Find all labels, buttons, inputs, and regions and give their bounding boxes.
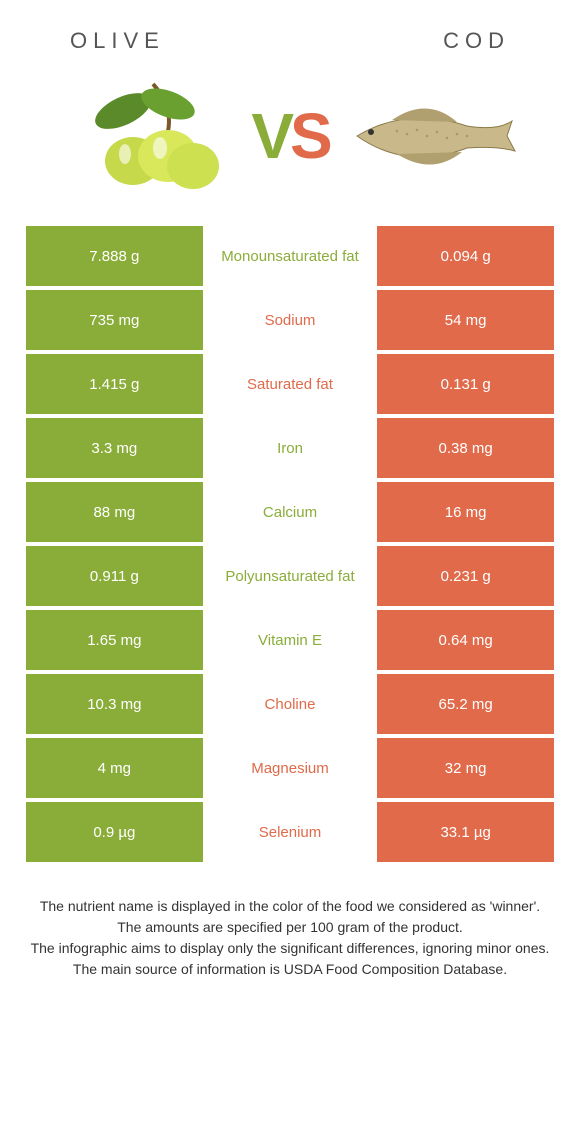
nutrient-name: Iron	[203, 418, 378, 478]
footnotes: The nutrient name is displayed in the co…	[0, 866, 580, 980]
cod-value: 0.131 g	[377, 354, 554, 414]
vs-s: S	[290, 100, 329, 172]
nutrient-name: Magnesium	[203, 738, 378, 798]
nutrient-name: Selenium	[203, 802, 378, 862]
olive-value: 88 mg	[26, 482, 203, 542]
cod-value: 0.231 g	[377, 546, 554, 606]
table-row: 3.3 mgIron0.38 mg	[26, 418, 554, 478]
table-row: 0.9 µgSelenium33.1 µg	[26, 802, 554, 862]
olive-value: 0.911 g	[26, 546, 203, 606]
cod-value: 32 mg	[377, 738, 554, 798]
nutrient-name: Vitamin E	[203, 610, 378, 670]
table-row: 1.415 gSaturated fat0.131 g	[26, 354, 554, 414]
hero-row: VS	[0, 64, 580, 226]
olive-value: 735 mg	[26, 290, 203, 350]
cod-value: 0.094 g	[377, 226, 554, 286]
footnote-line: The amounts are specified per 100 gram o…	[26, 917, 554, 938]
cod-value: 33.1 µg	[377, 802, 554, 862]
nutrient-name: Calcium	[203, 482, 378, 542]
olive-value: 10.3 mg	[26, 674, 203, 734]
olive-illustration	[63, 76, 233, 196]
cod-illustration	[347, 76, 517, 196]
olive-value: 4 mg	[26, 738, 203, 798]
title-left: OLIVE	[70, 28, 165, 54]
table-row: 4 mgMagnesium32 mg	[26, 738, 554, 798]
table-row: 7.888 gMonounsaturated fat0.094 g	[26, 226, 554, 286]
nutrient-name: Saturated fat	[203, 354, 378, 414]
olive-value: 7.888 g	[26, 226, 203, 286]
footnote-line: The main source of information is USDA F…	[26, 959, 554, 980]
table-row: 0.911 gPolyunsaturated fat0.231 g	[26, 546, 554, 606]
table-row: 735 mgSodium54 mg	[26, 290, 554, 350]
olive-value: 3.3 mg	[26, 418, 203, 478]
cod-value: 65.2 mg	[377, 674, 554, 734]
nutrient-name: Sodium	[203, 290, 378, 350]
olive-value: 0.9 µg	[26, 802, 203, 862]
nutrient-name: Choline	[203, 674, 378, 734]
cod-value: 54 mg	[377, 290, 554, 350]
nutrient-name: Monounsaturated fat	[203, 226, 378, 286]
nutrient-name: Polyunsaturated fat	[203, 546, 378, 606]
vs-v: V	[251, 100, 290, 172]
title-right: COD	[443, 28, 510, 54]
footnote-line: The nutrient name is displayed in the co…	[26, 896, 554, 917]
cod-value: 0.64 mg	[377, 610, 554, 670]
nutrient-table: 7.888 gMonounsaturated fat0.094 g735 mgS…	[0, 226, 580, 862]
table-row: 1.65 mgVitamin E0.64 mg	[26, 610, 554, 670]
olive-value: 1.65 mg	[26, 610, 203, 670]
cod-value: 16 mg	[377, 482, 554, 542]
table-row: 88 mgCalcium16 mg	[26, 482, 554, 542]
footnote-line: The infographic aims to display only the…	[26, 938, 554, 959]
olive-value: 1.415 g	[26, 354, 203, 414]
vs-label: VS	[251, 99, 328, 173]
table-row: 10.3 mgCholine65.2 mg	[26, 674, 554, 734]
title-header: OLIVE COD	[0, 0, 580, 64]
cod-value: 0.38 mg	[377, 418, 554, 478]
